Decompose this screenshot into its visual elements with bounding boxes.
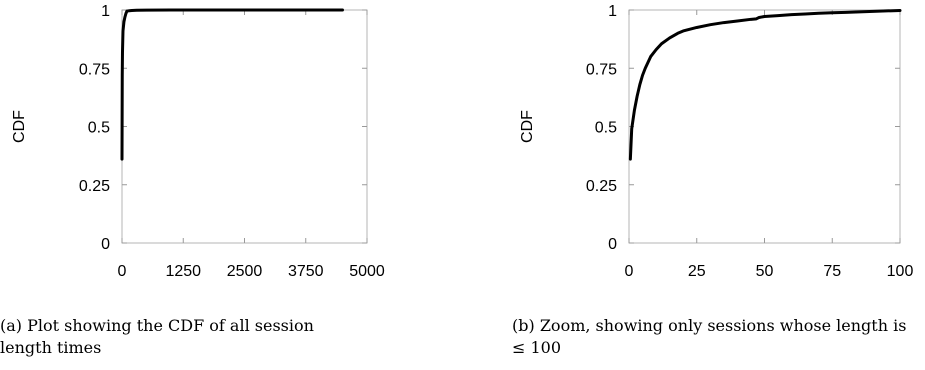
- x-tick-label: 25: [688, 263, 706, 280]
- x-tick-label: 3750: [288, 263, 324, 280]
- x-tick-label: 0: [625, 263, 634, 280]
- x-tick-label: 100: [887, 263, 914, 280]
- caption-b: (b) Zoom, showing only sessions whose le…: [512, 316, 907, 357]
- x-tick-label: 2500: [227, 263, 263, 280]
- y-tick-label: 0.25: [586, 178, 617, 195]
- x-tick-label: 50: [756, 263, 774, 280]
- y-tick-label: 0.75: [586, 61, 617, 78]
- x-tick-label: 1250: [165, 263, 201, 280]
- caption-a: (a) Plot showing the CDF of all session …: [0, 316, 314, 357]
- x-tick-label: 75: [823, 263, 841, 280]
- y-tick-label: 0: [101, 236, 110, 253]
- y-tick-label: 0.25: [79, 178, 110, 195]
- y-axis-label: CDF: [11, 110, 28, 143]
- y-tick-label: 0.5: [595, 120, 617, 137]
- plot-frame: [121, 9, 368, 244]
- plot-frame: [628, 9, 901, 244]
- x-tick-label: 0: [118, 263, 127, 280]
- y-tick-label: 1: [608, 3, 617, 20]
- cdf-line: [628, 8, 902, 161]
- y-axis-label: CDF: [519, 110, 536, 143]
- chart-a: 0 0.25 0.5 0.75 1 0 1250 2500 3750 5000 CDF: [11, 3, 385, 280]
- y-tick-label: 0.75: [79, 61, 110, 78]
- y-tick-label: 0.5: [88, 120, 110, 137]
- cdf-line: [120, 8, 344, 161]
- y-tick-label: 1: [101, 3, 110, 20]
- y-tick-label: 0: [608, 236, 617, 253]
- x-tick-label: 5000: [349, 263, 385, 280]
- chart-b: 0 0.25 0.5 0.75 1 0 25 50 75 100 CDF: [519, 3, 913, 280]
